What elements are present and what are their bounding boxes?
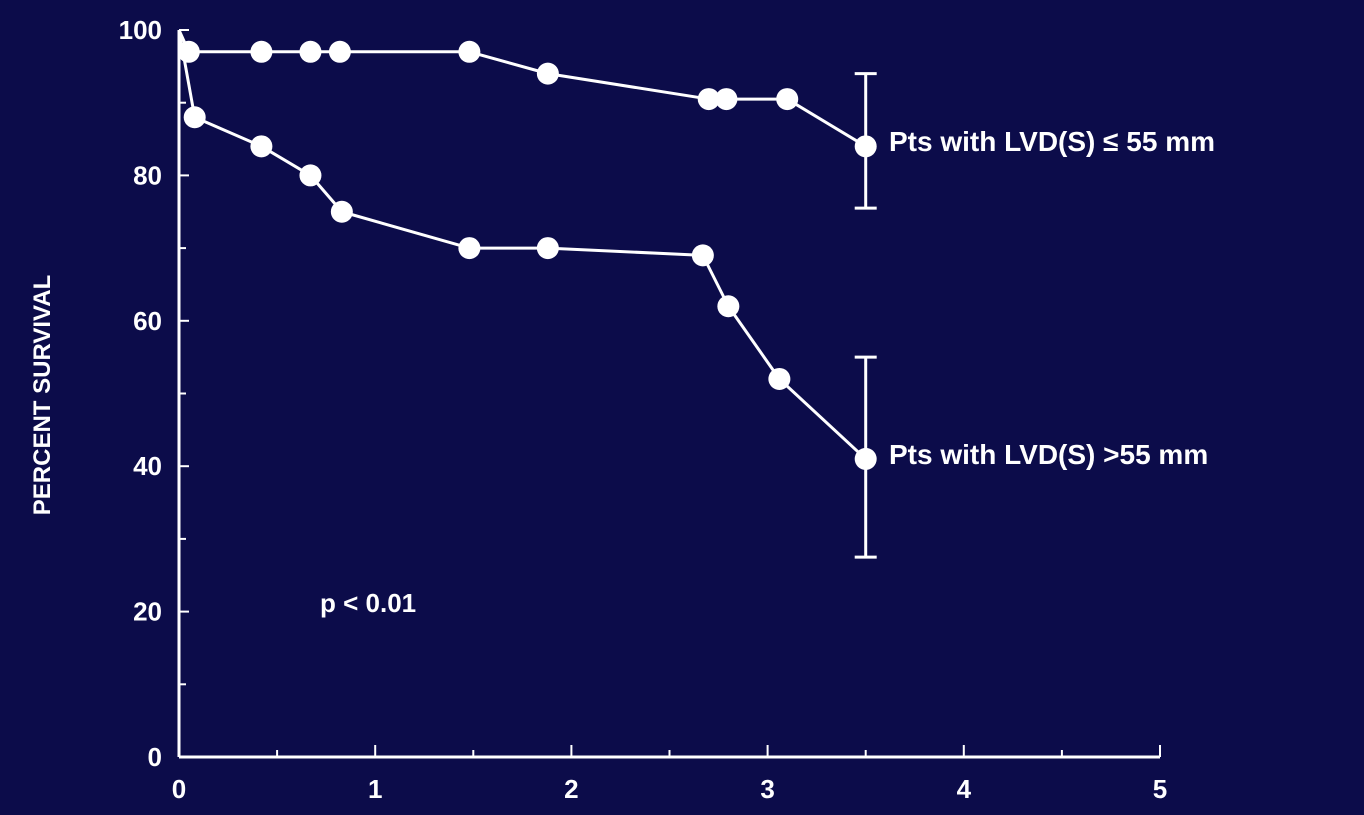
y-tick-label: 60 (133, 306, 162, 336)
x-tick-label: 4 (957, 774, 972, 804)
data-point (299, 40, 322, 63)
y-tick-label: 0 (148, 742, 162, 772)
x-tick-label: 1 (368, 774, 382, 804)
series-label-lvd-le-55: Pts with LVD(S) ≤ 55 mm (889, 126, 1215, 157)
data-point (776, 88, 799, 111)
data-point (717, 295, 740, 318)
p-value-annotation: p < 0.01 (320, 588, 416, 618)
y-tick-label: 80 (133, 160, 162, 190)
data-point (536, 237, 559, 260)
series-label-lvd-gt-55: Pts with LVD(S) >55 mm (889, 439, 1208, 470)
data-point (250, 40, 273, 63)
y-axis-label: PERCENT SURVIVAL (29, 275, 56, 515)
series-1 (177, 29, 877, 559)
data-point (328, 40, 351, 63)
series-line (177, 29, 867, 148)
data-point (458, 40, 481, 63)
y-tick-label: 40 (133, 451, 162, 481)
data-point (536, 62, 559, 85)
data-point (330, 200, 353, 223)
data-point (768, 367, 791, 390)
series-line (177, 29, 867, 461)
x-tick-label: 2 (564, 774, 578, 804)
data-point (458, 237, 481, 260)
data-point (299, 164, 322, 187)
x-tick-label: 0 (172, 774, 186, 804)
data-point (715, 88, 738, 111)
x-tick-label: 5 (1153, 774, 1167, 804)
axes: 0 20 40 60 80 100 0 1 2 3 4 5 (119, 15, 1168, 804)
data-point (691, 244, 714, 267)
data-point (697, 88, 720, 111)
y-tick-label: 20 (133, 597, 162, 627)
data-point (183, 106, 206, 129)
data-point (250, 135, 273, 158)
data-point (854, 447, 877, 470)
series-group (177, 29, 877, 559)
y-tick-label: 100 (119, 15, 162, 45)
data-point (854, 135, 877, 158)
x-tick-label: 3 (760, 774, 774, 804)
series-0 (177, 29, 877, 210)
